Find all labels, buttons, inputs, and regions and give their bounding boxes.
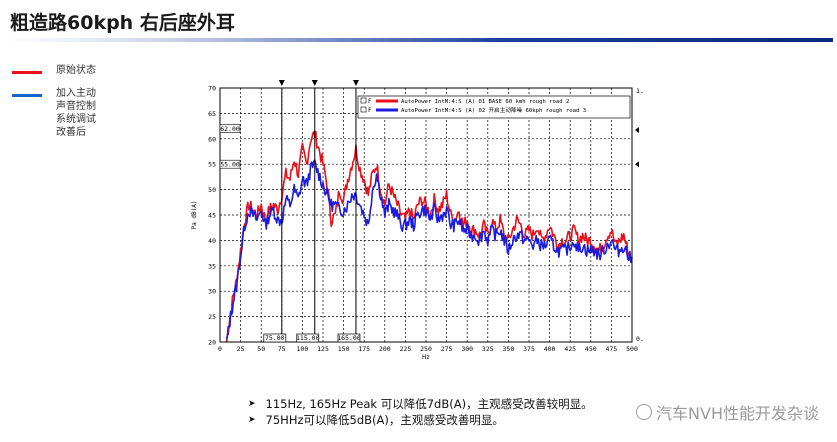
y-tick-label: 45 [208,212,216,220]
x-tick-label: 350 [503,345,515,353]
slide-legend: 原始状态 加入主动声音控制系统调试改善后 [12,64,122,149]
right-tick-label: 1.00 [636,87,644,95]
x-tick-label: 425 [564,345,576,353]
x-tick-label: 225 [400,345,412,353]
x-tick-label: 100 [297,345,309,353]
y-tick-label: 50 [208,186,216,194]
y-tick-label: 70 [208,85,216,93]
x-tick-label: 450 [585,345,597,353]
legend-item-original: 原始状态 [12,64,122,77]
cursor-label: 165.00 [337,334,361,342]
y-axis-label: Pa dB(A) [191,201,198,230]
cursor-triangle-icon [278,80,285,86]
legend-flag: F [368,107,372,114]
legend-checkbox [360,106,367,113]
legend-checkbox [360,97,367,104]
cursor-label-box [296,333,320,343]
cursor-label-box [337,333,361,343]
x-tick-label: 275 [441,345,453,353]
x-tick-label: 0 [218,345,222,353]
level-label-box [219,159,241,169]
legend-entry-text: AutoPower IntM:4:S (A) 01 BASE 60 kmh ro… [401,99,569,105]
y-tick-label: 65 [208,110,216,118]
level-marker-icon [635,127,639,133]
legend-entry-text: AutoPower IntM:4:S (A) 02 开启主动降噪 60kph r… [401,106,586,114]
note-text: 115Hz, 165Hz Peak 可以降低7dB(A)，主观感受改善较明显。 [265,397,593,411]
series-line-2 [225,159,633,340]
cursor-triangle-icon [311,80,318,86]
y-tick-label: 40 [208,237,216,245]
note-item: ➤ 75HHz可以降低5dB(A)，主观感受改善明显。 [248,412,593,428]
legend-label: 原始状态 [56,65,96,76]
x-tick-label: 500 [626,345,638,353]
x-tick-label: 25 [237,345,245,353]
y-tick-label: 60 [208,135,216,143]
y-tick-label: 20 [208,339,216,347]
y-tick-label: 25 [208,313,216,321]
watermark-text: 汽车NVH性能开发杂谈 [656,404,819,423]
legend-swatch-red [12,71,42,74]
cursor-label: 115.00 [296,334,320,342]
frequency-chart: 0 25 50 75 100 125 150 175 200 225 250 275 300 325 350… [184,80,654,366]
level-label: 55.00 [220,161,240,169]
notes-list: ➤ 115Hz, 165Hz Peak 可以降低7dB(A)，主观感受改善较明显… [248,396,593,428]
y-tick-label: 35 [208,262,216,270]
cursor-label-box [263,333,287,343]
cursor-triangle-icon [352,80,359,86]
legend-flag: F [368,98,372,105]
legend-item-improved: 加入主动声音控制系统调试改善后 [12,87,122,139]
x-tick-label: 475 [606,345,618,353]
bullet-arrow-icon: ➤ [248,399,256,409]
x-tick-label: 300 [461,345,473,353]
note-item: ➤ 115Hz, 165Hz Peak 可以降低7dB(A)，主观感受改善较明显… [248,396,593,412]
level-marker-icon [635,161,639,168]
x-tick-label: 400 [544,345,556,353]
legend-label: 加入主动声音控制系统调试改善后 [56,88,96,138]
x-tick-label: 200 [379,345,391,353]
x-tick-label: 375 [523,345,535,353]
x-axis-label: Hz [422,353,430,361]
right-tick-label: 0.00 [636,335,644,343]
x-tick-label: 125 [317,345,329,353]
cursor-label: 75.00 [265,334,285,342]
level-label: 62.00 [220,125,240,133]
x-tick-label: 75 [278,345,286,353]
title-divider [8,38,833,42]
x-tick-label: 150 [338,345,350,353]
bullet-arrow-icon: ➤ [248,415,256,425]
x-tick-label: 175 [358,345,370,353]
watermark: 汽车NVH性能开发杂谈 [636,400,819,424]
legend-swatch-blue [12,94,42,97]
plot-frame [219,87,633,343]
page-title: 粗造路60kph 右后座外耳 [10,12,235,34]
x-tick-label: 250 [420,345,432,353]
chart-legend-box [357,95,631,119]
wechat-icon [636,404,653,420]
x-tick-label: 50 [257,345,265,353]
y-tick-label: 55 [208,161,216,169]
y-tick-label: 30 [208,288,216,296]
level-label-box [219,124,241,133]
x-tick-label: 325 [482,345,494,353]
note-text: 75HHz可以降低5dB(A)，主观感受改善明显。 [265,413,504,427]
